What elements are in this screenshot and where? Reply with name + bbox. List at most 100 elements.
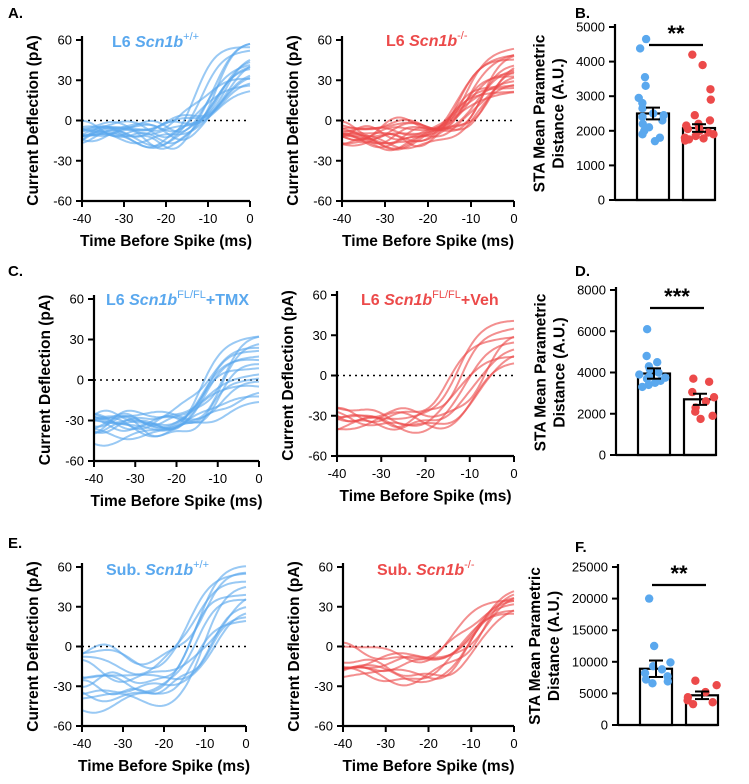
y-tick-label: 30 [319, 599, 333, 614]
x-tick-label: -20 [155, 736, 174, 751]
data-point [638, 104, 647, 113]
y-tick-label: -60 [53, 719, 72, 734]
y-tick-label: 6000 [577, 324, 606, 339]
x-tick-label: -40 [73, 211, 92, 226]
data-point [638, 119, 647, 129]
traces [81, 565, 247, 714]
y-tick-label: 60 [58, 560, 72, 575]
trace-line [93, 363, 260, 435]
title-prefix: Sub. [106, 562, 145, 579]
data-point [709, 130, 718, 139]
y-axis-label: Current Deflection (pA) [286, 561, 303, 732]
title-superscript: -/- [464, 559, 475, 571]
y-tick-label: 60 [318, 33, 332, 48]
traces [342, 590, 515, 687]
y-axis-label: Current Deflection (pA) [37, 295, 54, 466]
data-point [688, 699, 698, 709]
y-tick-label: 4000 [576, 54, 605, 69]
title-superscript: FL/FL [177, 289, 206, 301]
y-tick-label: 20000 [572, 591, 608, 606]
title-suffix: +TMX [206, 292, 249, 309]
y-tick-label: 0 [65, 639, 72, 654]
data-point [691, 131, 700, 141]
data-point [648, 679, 657, 688]
y-tick-label: 2000 [576, 123, 605, 138]
y-axis-label: Distance (A.U.) [551, 317, 568, 427]
y-tick-label: 30 [58, 73, 72, 88]
data-point [663, 677, 672, 686]
title-gene: Scn1b [129, 292, 177, 309]
x-tick-label: -20 [416, 466, 435, 481]
data-point [638, 382, 647, 392]
x-axis-label: Time Before Spike (ms) [78, 758, 250, 775]
line-panel-A2: -60 -30 0 30 60 -40 -30 -20 -10 0 Time Before Spik… [285, 30, 518, 250]
x-tick-label: -20 [157, 211, 176, 226]
x-tick-label: -10 [199, 211, 218, 226]
y-axis-label: STA Mean Parametric [531, 34, 548, 192]
data-point [666, 658, 675, 667]
panel-title: Sub. Scn1b+/+ [106, 559, 209, 579]
y-tick-label: 25000 [572, 560, 608, 575]
panel-label: F. [575, 539, 587, 556]
x-axis-label: Time Before Spike (ms) [80, 233, 252, 250]
y-tick-label: -30 [53, 679, 72, 694]
data-point [680, 136, 690, 145]
trace-line [81, 61, 251, 149]
y-tick-label: 5000 [579, 686, 608, 701]
data-point [642, 351, 651, 361]
bar [682, 398, 718, 457]
x-tick-label: -20 [419, 736, 438, 751]
x-tick-label: -20 [419, 211, 438, 226]
y-tick-label: 0 [601, 718, 608, 733]
data-point [644, 380, 653, 390]
trace-line [93, 335, 260, 432]
data-point [708, 411, 717, 421]
data-point [689, 374, 698, 383]
data-point [691, 676, 700, 685]
trace-line [81, 43, 251, 150]
y-tick-label: 30 [70, 332, 84, 347]
panel-label: A. [8, 5, 23, 22]
y-axis-label-group: Current Deflection (pA) [25, 35, 42, 206]
title-gene: Scn1b [384, 292, 432, 309]
trace-line [341, 47, 515, 131]
line-panel-C2: -60 -30 0 30 60 -40 -30 -20 -10 0 Time Before Spik… [280, 288, 518, 506]
y-tick-label: 60 [70, 292, 84, 307]
traces [81, 42, 251, 150]
x-tick-label: -40 [85, 471, 104, 486]
trace-line [93, 343, 260, 421]
trace-line [81, 64, 251, 144]
panel-label: D. [575, 263, 590, 280]
y-tick-label: 0 [320, 368, 327, 383]
data-point [688, 50, 697, 59]
panel-title: L6 Scn1b-/- [386, 30, 468, 50]
trace-line [81, 598, 246, 693]
y-axis-label: STA Mean Parametric [527, 567, 544, 725]
y-tick-label: 5000 [576, 20, 605, 35]
data-point [690, 111, 699, 120]
data-point [650, 378, 660, 388]
data-point [644, 594, 654, 603]
x-tick-label: -10 [460, 466, 479, 481]
bar-panel-F: 0 5000 10000 15000 20000 25000 ** STA Mean Para… [527, 539, 721, 733]
data-point [696, 414, 705, 424]
data-point [705, 116, 715, 125]
data-point [635, 370, 644, 379]
x-tick-label: -40 [328, 466, 347, 481]
title-superscript: FL/FL [432, 289, 461, 301]
y-tick-label: 1000 [576, 158, 605, 173]
trace-line [341, 54, 515, 148]
data-point [688, 387, 697, 397]
y-axis-label-group: Current Deflection (pA) [25, 561, 42, 732]
y-axis-label: Distance (A.U.) [546, 591, 563, 701]
trace-line [343, 590, 515, 673]
y-tick-label: -30 [314, 679, 333, 694]
data-point [641, 34, 651, 44]
trace-line [342, 609, 515, 680]
data-point [638, 112, 647, 122]
y-tick-label: -60 [308, 449, 327, 464]
trace-line [336, 327, 515, 428]
panel-title: L6 Scn1bFL/FL+Veh [361, 289, 499, 309]
data-point [645, 365, 655, 374]
